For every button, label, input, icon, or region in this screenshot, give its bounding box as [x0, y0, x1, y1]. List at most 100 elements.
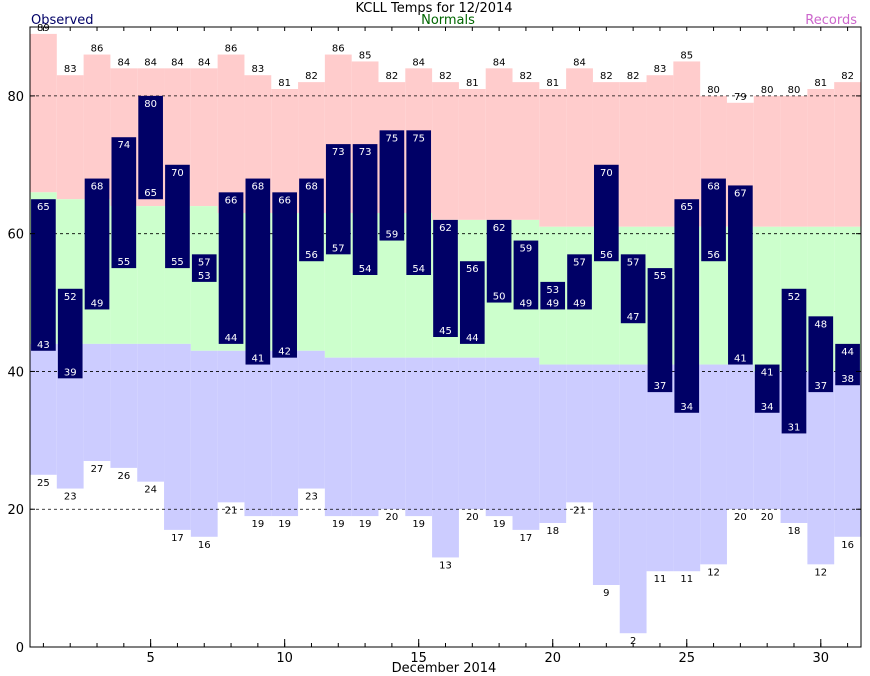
record-high-band	[190, 68, 218, 207]
record-high-label: 81	[546, 78, 559, 89]
y-tick-label: 40	[7, 365, 24, 380]
record-high-band	[834, 82, 861, 227]
observed-low-label: 59	[386, 230, 399, 241]
record-low-label: 11	[654, 574, 667, 585]
record-low-band	[726, 364, 754, 510]
observed-bar	[701, 178, 726, 262]
record-low-band	[619, 364, 647, 634]
record-low-label: 18	[546, 526, 559, 537]
record-high-label: 83	[251, 64, 264, 75]
observed-high-label: 75	[412, 133, 425, 144]
observed-high-label: 68	[707, 182, 720, 193]
record-low-label: 23	[64, 492, 77, 503]
record-high-label: 79	[734, 92, 747, 103]
observed-low-label: 39	[64, 367, 77, 378]
record-low-band	[834, 371, 861, 537]
observed-low-label: 37	[814, 381, 827, 392]
observed-bar	[540, 281, 566, 310]
y-tick-label: 60	[7, 228, 24, 243]
record-low-band	[244, 350, 272, 517]
observed-high-label: 65	[37, 202, 50, 213]
observed-bar	[781, 288, 807, 434]
record-low-label: 19	[359, 519, 372, 530]
x-tick-label: 30	[813, 651, 830, 666]
record-low-band	[807, 371, 835, 565]
observed-low-label: 53	[198, 271, 211, 282]
record-low-label: 19	[493, 519, 506, 530]
observed-high-label: 68	[305, 182, 318, 193]
record-high-band	[539, 89, 567, 227]
record-high-label: 84	[198, 57, 211, 68]
record-high-band	[83, 54, 111, 200]
observed-low-label: 37	[654, 381, 667, 392]
observed-low-label: 55	[117, 257, 130, 268]
record-low-band	[700, 364, 727, 565]
observed-low-label: 31	[788, 422, 801, 433]
observed-high-label: 62	[493, 223, 506, 234]
observed-high-label: 68	[251, 182, 264, 193]
record-low-label: 16	[198, 540, 211, 551]
observed-high-label: 52	[64, 292, 77, 303]
observed-low-label: 56	[707, 250, 720, 261]
observed-layer	[31, 95, 860, 434]
record-high-label: 84	[117, 57, 130, 68]
record-low-label: 17	[171, 533, 184, 544]
observed-high-label: 73	[359, 147, 372, 158]
observed-high-label: 57	[627, 257, 640, 268]
record-low-band	[83, 343, 111, 461]
labels-layer: 8925654383235239862768498426745584248065…	[37, 23, 854, 647]
x-tick-label: 25	[678, 651, 695, 666]
observed-high-label: 55	[654, 271, 667, 282]
observed-bar	[138, 95, 163, 200]
observed-high-label: 66	[225, 195, 238, 206]
record-high-label: 82	[305, 71, 318, 82]
observed-low-label: 54	[412, 264, 425, 275]
observed-high-label: 59	[520, 244, 533, 255]
record-high-label: 82	[439, 71, 452, 82]
record-low-band	[324, 357, 352, 517]
record-low-label: 19	[251, 519, 264, 530]
record-high-label: 84	[573, 57, 586, 68]
observed-bar	[433, 219, 458, 337]
record-low-band	[30, 343, 57, 475]
record-low-band	[485, 357, 513, 517]
observed-bar	[31, 199, 56, 351]
record-low-label: 2	[630, 636, 636, 647]
record-high-label: 85	[680, 50, 693, 61]
record-high-label: 84	[171, 57, 184, 68]
record-high-label: 82	[520, 71, 533, 82]
record-high-band	[807, 89, 835, 227]
record-high-band	[458, 89, 486, 220]
observed-bar	[513, 240, 539, 310]
record-low-band	[539, 364, 567, 523]
observed-bar	[299, 178, 324, 262]
x-tick-label: 5	[146, 651, 154, 666]
observed-low-label: 42	[278, 347, 291, 358]
legend-normals: Normals	[421, 13, 475, 28]
record-high-band	[619, 82, 647, 227]
observed-bar	[111, 137, 137, 269]
record-low-label: 13	[439, 560, 452, 571]
observed-high-label: 75	[386, 133, 399, 144]
observed-low-label: 57	[332, 243, 345, 254]
observed-low-label: 54	[359, 264, 372, 275]
observed-bar	[647, 268, 673, 393]
record-high-label: 84	[412, 57, 425, 68]
record-high-label: 80	[761, 85, 774, 96]
record-low-label: 12	[707, 567, 720, 578]
observed-bar	[674, 199, 700, 413]
observed-bar	[728, 185, 753, 365]
observed-bar	[567, 254, 592, 310]
observed-high-label: 44	[841, 347, 854, 358]
record-high-label: 81	[466, 78, 479, 89]
record-low-band	[271, 350, 299, 517]
record-low-band	[512, 357, 540, 530]
record-high-label: 80	[788, 85, 801, 96]
y-tick-label: 20	[7, 503, 24, 518]
axes-layer: 0 20 40 60 80 5 10 15 20 25 30	[7, 26, 862, 666]
record-high-label: 83	[654, 64, 667, 75]
observed-bar	[379, 130, 405, 241]
observed-low-label: 45	[439, 326, 452, 337]
record-low-label: 27	[91, 464, 104, 475]
observed-low-label: 41	[734, 354, 747, 365]
